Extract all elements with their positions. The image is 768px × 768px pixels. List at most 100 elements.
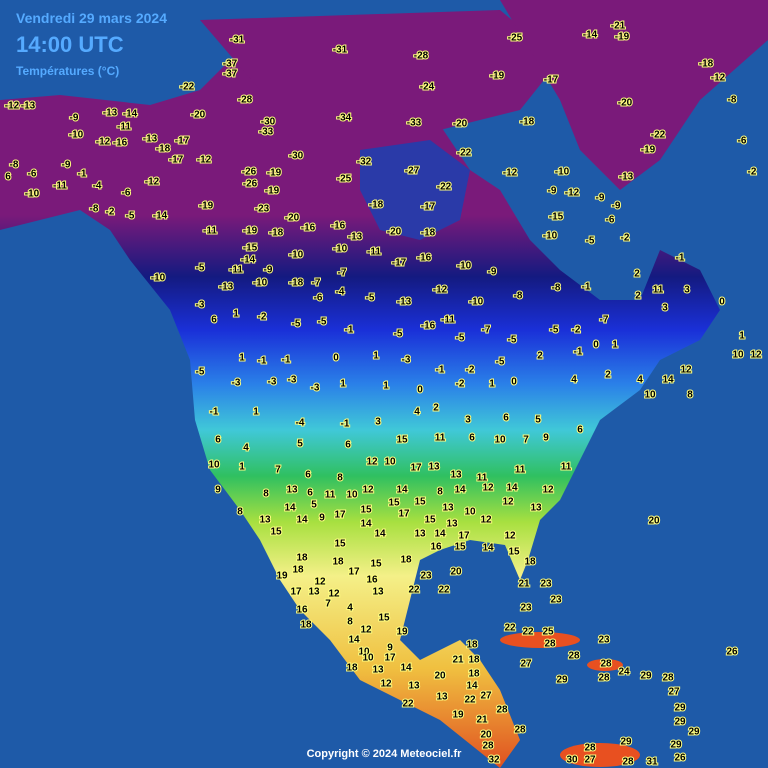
temperature-label: -6: [28, 169, 37, 180]
temperature-label: -4: [336, 287, 345, 298]
temperature-label: 27: [584, 755, 596, 766]
temperature-label: 9: [387, 643, 393, 654]
temperature-label: 20: [648, 516, 660, 527]
temperature-label: 15: [378, 613, 390, 624]
temperature-label: 6: [503, 413, 509, 424]
temperature-label: 13: [530, 503, 542, 514]
temperature-label: 28: [514, 725, 526, 736]
temperature-label: 19: [452, 710, 464, 721]
temperature-label: 21: [452, 655, 464, 666]
temperature-label: 14: [506, 483, 518, 494]
temperature-label: -7: [482, 325, 491, 336]
temperature-label: 14: [348, 635, 360, 646]
temperature-label: 14: [434, 529, 446, 540]
temperature-label: 28: [544, 639, 556, 650]
temperature-label: -9: [612, 201, 621, 212]
temperature-label: -18: [421, 228, 436, 239]
temperature-label: -9: [264, 265, 273, 276]
temperature-label: 13: [259, 515, 271, 526]
temperature-label: 17: [334, 510, 346, 521]
temperature-label: -2: [748, 167, 757, 178]
temperature-label: -5: [456, 333, 465, 344]
temperature-label: 15: [508, 547, 520, 558]
temperature-label: 26: [674, 753, 686, 764]
temperature-label: 9: [215, 485, 221, 496]
temperature-label: 10: [732, 350, 744, 361]
temperature-label: 5: [297, 439, 303, 450]
temperature-label: 6: [211, 315, 217, 326]
temperature-label: 1: [253, 407, 259, 418]
temperature-label: 28: [600, 659, 612, 670]
temperature-label: 7: [275, 465, 281, 476]
temperature-label: -37: [223, 59, 238, 70]
temperature-label: -5: [508, 335, 517, 346]
temperature-label: 15: [396, 435, 408, 446]
temperature-label: -19: [267, 168, 282, 179]
temperature-label: -13: [619, 172, 634, 183]
temperature-label: -9: [70, 113, 79, 124]
temperature-label: -8: [728, 95, 737, 106]
temperature-label: -18: [269, 228, 284, 239]
variable: Températures (°C): [16, 64, 119, 78]
temperature-label: -1: [210, 407, 219, 418]
temperature-label: 8: [687, 390, 693, 401]
temperature-label: -9: [548, 186, 557, 197]
temperature-label: -10: [457, 261, 472, 272]
temperature-label: -16: [113, 138, 128, 149]
temperature-label: 23: [598, 635, 610, 646]
temperature-label: 23: [520, 603, 532, 614]
temperature-label: -32: [357, 157, 372, 168]
temperature-label: -6: [122, 188, 131, 199]
temperature-label: 28: [482, 741, 494, 752]
hispaniola: [587, 659, 623, 671]
temperature-label: 12: [482, 483, 494, 494]
temperature-label: -12: [96, 137, 111, 148]
temperature-label: 15: [270, 527, 282, 538]
temperature-label: -14: [153, 211, 168, 222]
temperature-label: -33: [259, 127, 274, 138]
temperature-label: -4: [296, 418, 305, 429]
temperature-label: -17: [392, 258, 407, 269]
temperature-label: -25: [337, 174, 352, 185]
temperature-label: 23: [540, 579, 552, 590]
temperature-label: -20: [191, 110, 206, 121]
temperature-label: -19: [199, 201, 214, 212]
temperature-label: 27: [480, 691, 492, 702]
temperature-label: -19: [490, 71, 505, 82]
temperature-label: 4: [243, 443, 249, 454]
temperature-label: -14: [123, 109, 138, 120]
temperature-label: -1: [345, 325, 354, 336]
temperature-label: 28: [662, 673, 674, 684]
temperature-label: 29: [688, 727, 700, 738]
temperature-label: -13: [348, 232, 363, 243]
arctic-islands: [200, 10, 560, 130]
temperature-label: 14: [360, 519, 372, 530]
temperature-label: -8: [552, 283, 561, 294]
temperature-label: 18: [466, 640, 478, 651]
temperature-label: 4: [571, 375, 577, 386]
temperature-label: -1: [582, 282, 591, 293]
temperature-label: 3: [375, 417, 381, 428]
temperature-label: 29: [556, 675, 568, 686]
temperature-label: 1: [739, 331, 745, 342]
temperature-label: -5: [586, 236, 595, 247]
temperature-label: 2: [433, 403, 439, 414]
temperature-label: 8: [347, 617, 353, 628]
temperature-label: 22: [504, 623, 516, 634]
temperature-label: 18: [524, 557, 536, 568]
temperature-label: -7: [338, 268, 347, 279]
temperature-label: -26: [242, 167, 257, 178]
temperature-label: -17: [169, 155, 184, 166]
temperature-label: -9: [62, 160, 71, 171]
temperature-label: 12: [380, 679, 392, 690]
temperature-label: 15: [370, 559, 382, 570]
temperature-label: 17: [348, 567, 360, 578]
temperature-label: 28: [584, 743, 596, 754]
temperature-label: -7: [600, 315, 609, 326]
temperature-label: -11: [441, 315, 455, 326]
temperature-label: 9: [319, 513, 325, 524]
temperature-label: -19: [641, 145, 656, 156]
temperature-label: 22: [402, 699, 414, 710]
temperature-label: -3: [288, 375, 297, 386]
temperature-label: -2: [258, 312, 267, 323]
